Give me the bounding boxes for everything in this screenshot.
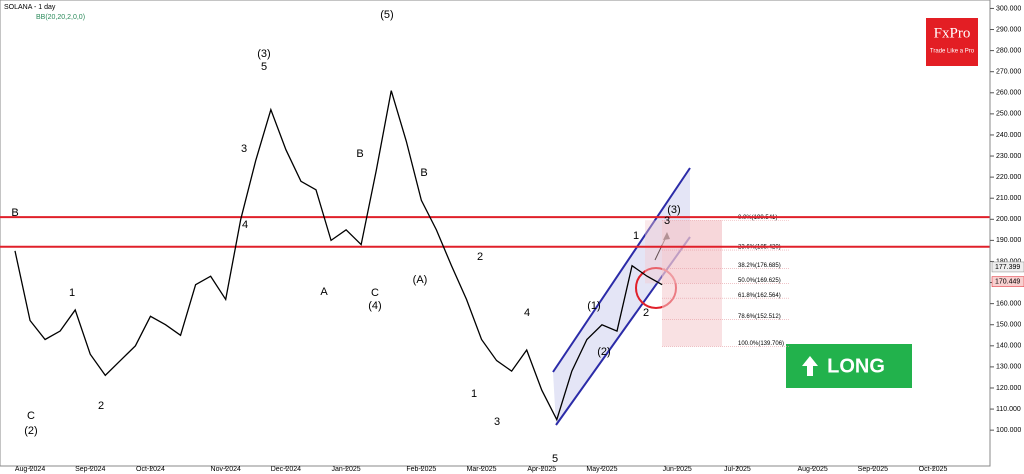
wave-label: 3 <box>664 215 670 227</box>
wave-label: (A) <box>413 274 428 286</box>
wave-label: (1) <box>587 300 600 312</box>
y-tick-label: 140.000 <box>996 343 1021 350</box>
y-tick-label: 160.000 <box>996 300 1021 307</box>
y-tick-label: 100.000 <box>996 427 1021 434</box>
wave-label: B <box>11 207 18 219</box>
wave-label: (2) <box>24 425 37 437</box>
price-line <box>14 90 663 422</box>
wave-label: 4 <box>242 219 248 231</box>
y-tick-label: 260.000 <box>996 90 1021 97</box>
up-arrow <box>802 356 818 376</box>
chart-title: SOLANA - 1 day <box>4 4 56 11</box>
wave-label: 5 <box>552 453 558 465</box>
y-tick-label: 220.000 <box>996 174 1021 181</box>
wave-label: (4) <box>368 300 381 312</box>
signal-text: LONG <box>827 355 885 377</box>
wave-label: 2 <box>477 251 483 263</box>
wave-label: C <box>27 410 35 422</box>
wave-label: (3) <box>257 48 270 60</box>
price-marker-label: 170.449 <box>995 278 1020 285</box>
logo-tagline: Trade Like a Pro <box>930 49 975 55</box>
wave-label: 5 <box>261 61 267 73</box>
y-tick-label: 200.000 <box>996 216 1021 223</box>
plot-frame <box>0 0 991 467</box>
x-tick-label: Mar-2025 <box>467 466 497 473</box>
fib-zone-upper <box>645 220 722 284</box>
y-tick-label: 270.000 <box>996 69 1021 76</box>
price-marker-label: 177.399 <box>995 264 1020 271</box>
y-tick-label: 290.000 <box>996 26 1021 33</box>
y-tick-label: 150.000 <box>996 322 1021 329</box>
y-tick-label: 110.000 <box>996 406 1021 413</box>
x-tick-label: Feb-2025 <box>406 466 436 473</box>
x-tick-label: Oct-2024 <box>136 466 165 473</box>
wave-label: B <box>420 167 427 179</box>
price-marker-box <box>991 261 1024 273</box>
channel-fill <box>553 168 690 425</box>
wave-label: 1 <box>471 388 477 400</box>
fib-label: 61.8%(162.564) <box>738 293 781 299</box>
x-tick-label: May-2025 <box>586 466 617 473</box>
x-tick-label: Jul-2025 <box>724 466 751 473</box>
wave-label: (2) <box>597 346 610 358</box>
wave-label: 2 <box>98 400 104 412</box>
x-tick-label: Aug-2024 <box>15 466 45 473</box>
wave-label: 4 <box>524 307 530 319</box>
logo-text: FxPro <box>934 25 971 41</box>
wave-label: 3 <box>241 143 247 155</box>
x-tick-label: Jan-2025 <box>331 466 360 473</box>
y-tick-label: 190.000 <box>996 237 1021 244</box>
wave-label: 2 <box>643 307 649 319</box>
wave-label: (3) <box>667 204 680 216</box>
wave-label: 1 <box>633 230 639 242</box>
x-tick-label: Oct-2025 <box>919 466 948 473</box>
y-tick-label: 210.000 <box>996 195 1021 202</box>
x-tick-label: Apr-2025 <box>527 466 556 473</box>
fib-label: 38.2%(176.685) <box>738 263 781 269</box>
y-tick-label: 280.000 <box>996 47 1021 54</box>
y-tick-label: 240.000 <box>996 132 1021 139</box>
x-tick-label: Dec-2024 <box>271 466 301 473</box>
x-tick-label: Sep-2025 <box>858 466 888 473</box>
wave-label: B <box>356 148 363 160</box>
y-tick-label: 120.000 <box>996 385 1021 392</box>
wave-label: 3 <box>494 416 500 428</box>
wave-label: (5) <box>380 9 393 21</box>
wave-label: 1 <box>69 287 75 299</box>
indicator-label: BB(20,20,2,0,0) <box>36 14 85 21</box>
wave-label: C <box>371 287 379 299</box>
x-tick-label: Aug-2025 <box>797 466 827 473</box>
logo <box>926 18 978 66</box>
y-tick-label: 230.000 <box>996 153 1021 160</box>
price-marker-box <box>991 276 1024 287</box>
y-tick-label: 130.000 <box>996 364 1021 371</box>
x-tick-label: Jun-2025 <box>663 466 692 473</box>
y-tick-label: 300.000 <box>996 5 1021 12</box>
x-tick-label: Nov-2024 <box>211 466 241 473</box>
x-tick-label: Sep-2024 <box>75 466 105 473</box>
wave-label: A <box>320 286 328 298</box>
y-tick-label: 250.000 <box>996 111 1021 118</box>
fib-label: 100.0%(139.706) <box>738 341 784 347</box>
fib-label: 78.6%(152.512) <box>738 314 781 320</box>
fib-label: 50.0%(169.625) <box>738 278 781 284</box>
channel-upper <box>552 167 691 373</box>
